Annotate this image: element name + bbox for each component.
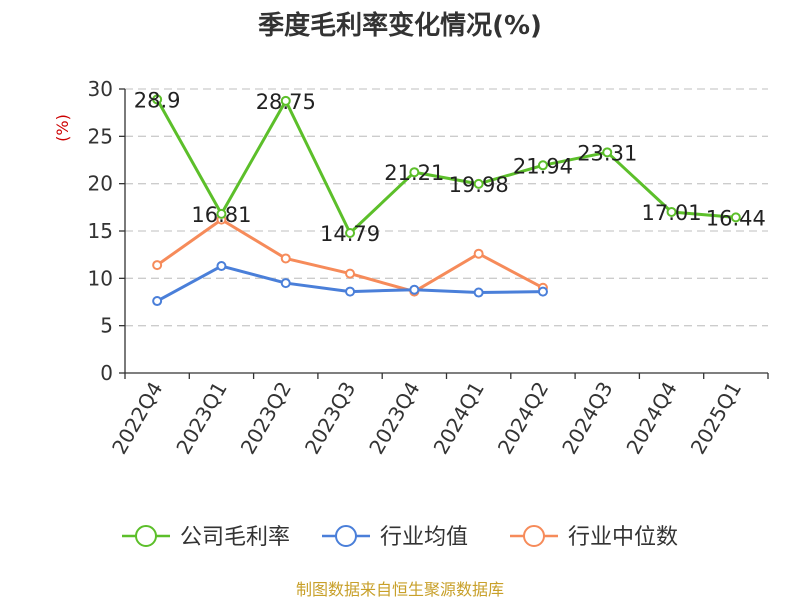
- series-layer: [152, 94, 741, 307]
- y-tick-label: 0: [100, 361, 113, 385]
- chart-title: 季度毛利率变化情况(%): [258, 10, 542, 41]
- data-point[interactable]: [537, 286, 548, 297]
- y-tick-label: 10: [88, 266, 113, 290]
- y-tick-label: 15: [88, 219, 113, 243]
- data-point[interactable]: [473, 287, 484, 298]
- x-tick-label: 2022Q4: [107, 378, 167, 459]
- legend-label: 公司毛利率: [180, 525, 290, 550]
- axes: [119, 88, 769, 379]
- data-label: 21.94: [513, 154, 573, 178]
- legend-item[interactable]: 行业均值: [322, 525, 468, 550]
- data-label: 17.01: [641, 201, 701, 225]
- x-tick-labels: 2022Q4 2023Q1 2023Q2 2023Q3 2023Q4 2024Q1 2024…: [107, 378, 746, 459]
- data-label: 28.9: [134, 88, 181, 112]
- data-point[interactable]: [280, 278, 291, 289]
- legend-label: 行业均值: [380, 525, 468, 550]
- data-point[interactable]: [602, 147, 613, 158]
- y-tick-label: 5: [100, 314, 113, 338]
- x-tick-label: 2024Q2: [493, 378, 553, 459]
- x-tick-label: 2025Q1: [686, 378, 746, 459]
- x-tick-label: 2023Q3: [300, 378, 360, 459]
- legend-marker: [335, 525, 357, 547]
- data-point[interactable]: [345, 286, 356, 297]
- legend-label: 行业中位数: [568, 525, 678, 550]
- data-label: 16.81: [191, 203, 251, 227]
- y-tick-label: 25: [88, 124, 113, 148]
- y-axis-label: (%): [53, 114, 72, 142]
- legend-marker: [523, 525, 545, 547]
- data-point[interactable]: [409, 284, 420, 295]
- data-point[interactable]: [216, 261, 227, 272]
- legend-item[interactable]: 公司毛利率: [122, 525, 290, 550]
- data-label: 23.31: [577, 141, 637, 165]
- data-point[interactable]: [730, 212, 741, 223]
- legend-item[interactable]: 行业中位数: [510, 525, 678, 550]
- data-point[interactable]: [152, 260, 163, 271]
- data-point[interactable]: [280, 253, 291, 264]
- source-footer: 制图数据来自恒生聚源数据库: [296, 580, 504, 599]
- data-label: 21.21: [384, 161, 444, 185]
- data-point[interactable]: [152, 296, 163, 307]
- data-label: 14.79: [320, 222, 380, 246]
- data-point[interactable]: [152, 94, 163, 105]
- grid-lines: [125, 88, 768, 327]
- y-tick-label: 20: [88, 172, 113, 196]
- data-point[interactable]: [280, 95, 291, 106]
- x-tick-label: 2024Q4: [621, 378, 681, 459]
- data-label: 19.98: [449, 173, 509, 197]
- data-point[interactable]: [345, 268, 356, 279]
- legend[interactable]: 公司毛利率 行业均值 行业中位数: [122, 525, 678, 550]
- data-label: 28.75: [256, 90, 316, 114]
- data-point[interactable]: [537, 160, 548, 171]
- data-point[interactable]: [216, 208, 227, 219]
- data-point[interactable]: [345, 227, 356, 238]
- x-tick-label: 2024Q3: [557, 378, 617, 459]
- data-point[interactable]: [666, 206, 677, 217]
- x-tick-label: 2023Q4: [364, 378, 424, 459]
- data-point[interactable]: [473, 248, 484, 259]
- x-tick-label: 2024Q1: [429, 378, 489, 459]
- data-point[interactable]: [473, 178, 484, 189]
- x-tick-label: 2023Q2: [236, 378, 296, 459]
- y-tick-labels: 0 5 10 15 20 25 30: [88, 77, 113, 385]
- series-line: [155, 98, 736, 235]
- data-point[interactable]: [409, 167, 420, 178]
- x-tick-label: 2023Q1: [171, 378, 231, 459]
- data-label: 16.44: [706, 206, 766, 230]
- legend-marker: [135, 525, 157, 547]
- y-tick-label: 30: [88, 77, 113, 101]
